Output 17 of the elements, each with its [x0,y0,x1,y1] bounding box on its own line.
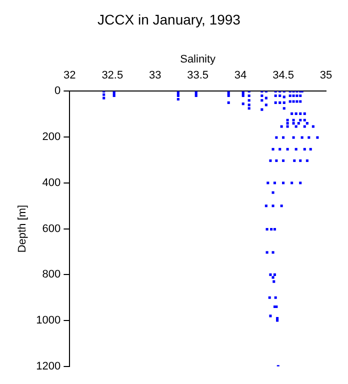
y-axis-title: Depth [m] [16,204,29,253]
x-axis-title: Salinity [180,53,216,66]
y-tick-label: 1000 [36,314,61,327]
y-tick-label: 0 [54,85,61,98]
x-tick-label: 34 [234,70,247,82]
x-tick-label: 35 [320,70,332,82]
y-tick-label: 400 [42,176,61,189]
x-tick-label: 34.5 [272,70,294,82]
y-tick-label: 600 [42,222,61,235]
x-tick-label: 33 [148,70,162,82]
chart-title: JCCX in January, 1993 [98,11,241,28]
y-tick-label: 200 [42,131,61,144]
x-tick-label: 32 [64,70,76,82]
x-tick-label: 33.5 [187,70,209,82]
y-tick-label: 1200 [36,360,61,372]
y-tick-label: 800 [42,268,61,281]
x-tick-label: 32.5 [102,70,124,82]
